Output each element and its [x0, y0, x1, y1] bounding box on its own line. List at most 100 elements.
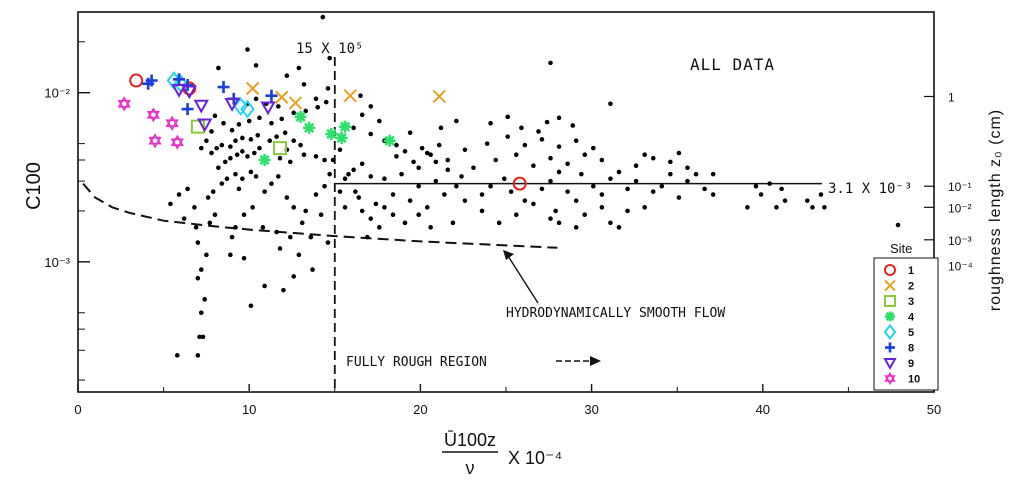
- data-point: [294, 110, 307, 123]
- data-point: [323, 99, 329, 105]
- data-point: [650, 155, 656, 161]
- legend-item-site-10: 10: [884, 371, 920, 386]
- data-point: [210, 189, 216, 194]
- data-point: [445, 157, 451, 163]
- data-point: [195, 240, 201, 245]
- data-point: [207, 220, 213, 226]
- data-point: [608, 101, 613, 107]
- legend-label: 10: [908, 374, 920, 386]
- data-point: [342, 205, 348, 210]
- data-point: [337, 147, 343, 153]
- data-point: [351, 167, 356, 173]
- data-point: [148, 133, 162, 149]
- data-point: [267, 138, 273, 144]
- data-point: [556, 169, 562, 175]
- data-point: [198, 310, 204, 316]
- legend-marker: [883, 358, 897, 371]
- data-point: [195, 275, 201, 281]
- data-point: [659, 183, 665, 189]
- data-point: [322, 157, 327, 163]
- x-axis-label: Ū100z ν X 10⁻⁴: [442, 430, 562, 478]
- data-point: [335, 131, 348, 144]
- legend-item-site-2: 2: [884, 279, 914, 293]
- data-point: [269, 120, 274, 126]
- data-point: [493, 157, 499, 163]
- data-point: [390, 212, 396, 217]
- data-point: [145, 74, 158, 87]
- data-point: [433, 178, 439, 184]
- series-site-2: [245, 81, 446, 110]
- data-point: [276, 174, 281, 179]
- data-point: [284, 195, 290, 200]
- data-point: [450, 220, 456, 226]
- x-axis-label-denominator: ν: [466, 458, 475, 478]
- data-point: [193, 99, 209, 114]
- data-point: [383, 134, 396, 147]
- legend-item-site-1: 1: [884, 264, 914, 277]
- data-point: [236, 186, 242, 192]
- data-point: [337, 189, 343, 194]
- y2-tick-label: 10⁻³: [948, 234, 972, 248]
- legend: Site 1 2 3 4 5 8 9 10: [873, 241, 939, 391]
- data-point: [685, 165, 690, 171]
- data-point: [276, 104, 281, 109]
- data-point: [758, 192, 764, 197]
- data-point: [260, 225, 266, 230]
- data-point: [573, 225, 579, 230]
- data-point: [599, 192, 605, 197]
- data-point: [411, 159, 416, 165]
- data-point: [351, 125, 356, 131]
- data-point: [233, 138, 238, 144]
- data-point: [368, 131, 374, 137]
- data-point: [170, 134, 184, 150]
- data-point: [198, 267, 204, 272]
- data-point: [407, 130, 413, 136]
- data-point: [330, 157, 336, 163]
- data-point: [548, 155, 553, 161]
- data-point: [146, 107, 160, 123]
- data-point: [291, 274, 297, 279]
- legend-marker: [885, 342, 895, 353]
- legend-title: Site: [890, 241, 912, 256]
- data-point: [608, 220, 613, 226]
- y-axis-label: C100: [23, 162, 45, 210]
- data-point: [368, 104, 374, 109]
- data-point: [262, 283, 267, 289]
- data-point: [402, 220, 408, 226]
- smooth-flow-label: HYDRODYNAMICALLY SMOOTH FLOW: [506, 306, 725, 321]
- data-point: [219, 142, 225, 148]
- legend-label: 8: [908, 343, 914, 355]
- data-point: [245, 154, 250, 159]
- data-point: [436, 142, 442, 148]
- data-point: [185, 186, 190, 192]
- data-point: [616, 225, 622, 230]
- data-point: [258, 154, 271, 167]
- data-point: [228, 252, 233, 258]
- data-point: [325, 86, 331, 91]
- data-point: [424, 150, 430, 156]
- data-point: [193, 225, 199, 230]
- data-point: [240, 149, 245, 154]
- data-point: [209, 150, 214, 156]
- data-point: [377, 225, 382, 230]
- y2-tick-label: 10⁻¹: [948, 180, 972, 194]
- data-point: [582, 212, 588, 217]
- legend-item-site-5: 5: [883, 323, 914, 341]
- rough-region-arrow: [556, 356, 601, 366]
- data-point: [205, 195, 211, 200]
- data-point: [346, 171, 351, 177]
- data-point: [274, 229, 279, 235]
- x-axis-label-numerator: Ū100z: [444, 430, 496, 450]
- legend-label: 5: [908, 327, 914, 339]
- data-point: [245, 81, 260, 96]
- rough-region-label: FULLY ROUGH REGION: [346, 355, 487, 370]
- data-point: [822, 205, 827, 210]
- x-tick-label: 40: [756, 402, 770, 417]
- legend-label: 3: [908, 296, 914, 308]
- data-point: [479, 208, 485, 214]
- data-point: [301, 82, 307, 87]
- data-point: [303, 208, 308, 214]
- data-point: [257, 145, 262, 151]
- legend-item-site-8: 8: [885, 342, 914, 355]
- data-point: [419, 145, 425, 151]
